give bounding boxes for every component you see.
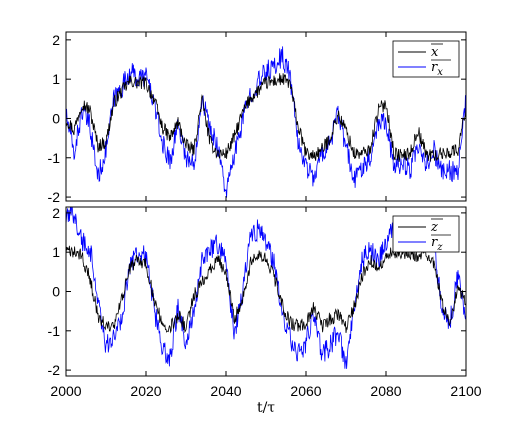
top-panel: -2 -1 0 1 2 xrx xyxy=(48,31,467,205)
bottom-panel: -2 -1 0 1 2 2000 2020 2040 2060 2080 2100 zrz xyxy=(48,205,482,399)
y-tick-label: -1 xyxy=(48,323,61,339)
legend-label: rx xyxy=(431,60,443,78)
axes-frame xyxy=(65,31,467,202)
x-tick-label: 2060 xyxy=(290,383,321,399)
x-tick-label: 2020 xyxy=(130,383,161,399)
y-tick-label: 2 xyxy=(52,32,60,48)
y-tick-label: 0 xyxy=(52,110,60,126)
y-tick-label: -2 xyxy=(48,362,61,378)
x-tick-label: 2100 xyxy=(450,383,481,399)
legend-box xyxy=(392,40,460,78)
series-line-r-x xyxy=(66,46,466,198)
legend-label: rz xyxy=(431,235,443,253)
x-axis-label: t/τ xyxy=(257,400,275,416)
y-tick-label: 1 xyxy=(52,244,60,260)
x-tick-label: 2000 xyxy=(50,383,81,399)
series-line-z xyxy=(66,245,466,334)
y-tick-label: 2 xyxy=(52,205,60,221)
legend-box xyxy=(392,215,460,253)
x-tick-label: 2080 xyxy=(370,383,401,399)
legend: zrz xyxy=(392,215,460,253)
y-tick-label: -1 xyxy=(48,150,61,166)
legend: xrx xyxy=(392,40,460,78)
series-line-x xyxy=(66,73,466,162)
x-tick-label: 2040 xyxy=(210,383,241,399)
y-tick-label: 0 xyxy=(52,284,60,300)
y-tick-label: -2 xyxy=(48,189,61,205)
legend-label: z xyxy=(430,220,438,235)
y-tick-label: 1 xyxy=(52,71,60,87)
legend-label: x xyxy=(431,45,439,60)
